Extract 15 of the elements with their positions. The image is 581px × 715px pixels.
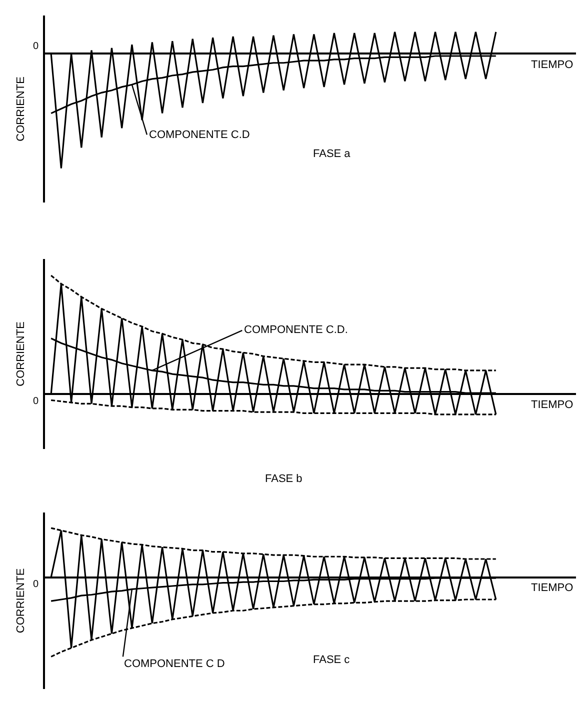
text: COMPONENTE C D [124, 658, 225, 670]
text: FASE a [313, 148, 352, 160]
x-axis-title: TIEMPO [531, 399, 574, 411]
x-axis-title: TIEMPO [531, 582, 574, 594]
text: 0 [33, 41, 39, 52]
text: COMPONENTE C.D. [244, 324, 348, 336]
text: COMPONENTE C.D [149, 129, 250, 141]
text: FASE b [265, 473, 302, 485]
text: 0 [33, 396, 39, 407]
y-axis-title: CORRIENTE [15, 568, 28, 634]
x-axis-title: TIEMPO [531, 59, 574, 71]
text: 0 [33, 579, 39, 590]
y-axis-title: CORRIENTE [15, 322, 28, 386]
y-axis-title: CORRIENTE [15, 76, 28, 142]
text: FASE c [313, 654, 350, 666]
